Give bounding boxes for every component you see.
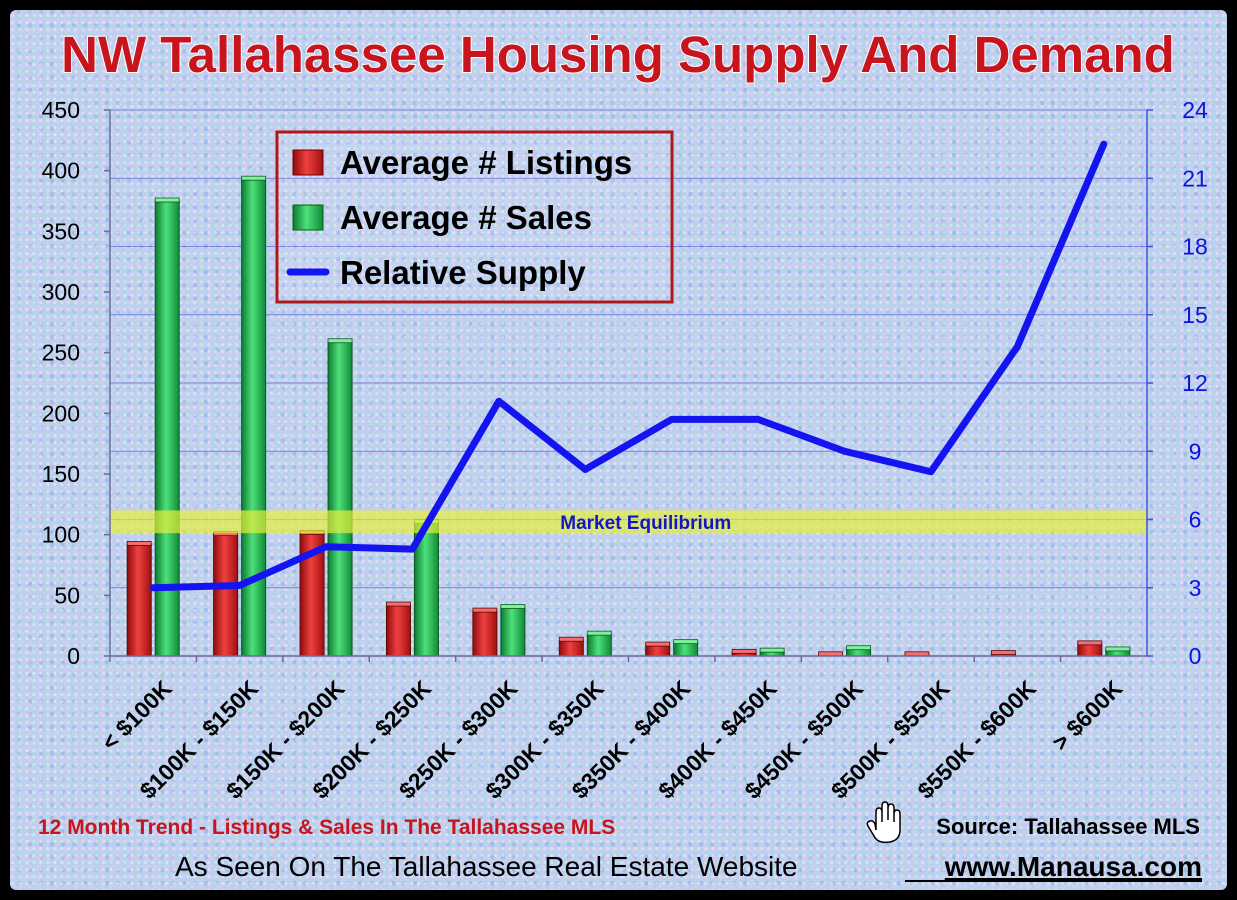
right-axis-tick-label: 18 [1182,234,1208,260]
listings-bar [1077,643,1103,657]
listings-bar [385,604,411,657]
listings-bar [213,534,239,657]
listings-bar-top [904,651,930,657]
listings-bar-top [1077,640,1103,646]
bars-group [126,175,1131,657]
legend-label-listings: Average # Listings [340,144,632,181]
chart-title: NW Tallahassee Housing Supply And Demand [61,26,1175,83]
left-axis-tick-label: 250 [42,340,80,366]
listings-bar-top [990,650,1016,655]
legend-label-sales: Average # Sales [340,199,592,236]
left-axis-tick-label: 150 [42,461,80,487]
relative-supply-point [928,469,933,474]
listings-bar-top [126,540,152,546]
sales-bar [586,633,612,657]
grid-lines [110,109,1147,589]
relative-supply-point [1015,344,1020,349]
relative-supply-point [151,585,156,590]
left-axis-tick-label: 350 [42,218,80,244]
relative-supply-point [237,583,242,588]
right-axis-tick-label: 3 [1189,575,1202,601]
sales-bar-top [846,645,871,651]
sales-bar-top [241,175,267,181]
sales-bar-top [759,647,785,653]
left-axis-tick-label: 0 [67,643,80,669]
right-axis-tick-label: 12 [1182,370,1208,396]
relative-supply-point [410,547,415,552]
legend-swatch-sales [292,204,324,231]
relative-supply-point [756,417,761,422]
listings-bar-top [386,601,411,607]
sales-bar [500,606,526,657]
equilibrium-band [110,510,1147,534]
left-axis-tick-label: 50 [54,582,80,608]
sales-bar-top [327,338,353,344]
relative-supply-point [842,449,847,454]
supply-line-group [149,140,1108,592]
listings-bar [558,639,584,657]
listings-bar-top [645,641,671,647]
sales-bar-top [154,197,180,203]
sales-bar [673,642,699,657]
relative-supply-point [496,399,501,404]
right-axis-tick-label: 24 [1182,97,1208,123]
left-axis-tick-label: 300 [42,279,80,305]
equilibrium-band-group: Market Equilibrium [110,510,1147,534]
left-axis-tick-label: 200 [42,400,80,426]
footer-seen-on-text: As Seen On The Tallahassee Real Estate W… [175,851,798,882]
x-axis-category-label: < $100K [96,675,177,756]
relative-supply-point [1101,142,1106,147]
listings-bar [472,610,498,657]
relative-supply-point [669,417,674,422]
listings-bar-top [558,636,584,642]
sales-bar [327,341,353,657]
legend: Average # Listings Average # Sales Relat… [275,130,674,304]
relative-supply-point [583,467,588,472]
equilibrium-label: Market Equilibrium [560,513,731,534]
footer-source-text: Source: Tallahassee MLS [936,814,1200,839]
legend-box [275,130,674,304]
sales-bar-top [1105,646,1131,652]
right-axis-tick-label: 21 [1182,165,1208,191]
right-axis-tick-label: 0 [1189,643,1202,669]
sales-bar-top [500,604,526,609]
footer-trend-text: 12 Month Trend - Listings & Sales In The… [38,816,615,839]
right-axis-tick-label: 9 [1189,438,1202,464]
right-axis-tick-label: 6 [1189,507,1202,533]
hand-icon [866,801,901,844]
listings-bar [126,543,152,657]
legend-label-supply: Relative Supply [340,254,586,291]
right-axis-tick-label: 15 [1182,302,1208,328]
listings-bar-top [818,651,843,657]
listings-bar-top [731,648,757,654]
footer-website-link[interactable]: www.Manausa.com [944,851,1202,882]
left-axis-tick-label: 100 [42,522,80,548]
legend-swatch-listings [292,149,324,176]
relative-supply-point [324,544,329,549]
left-axis-tick-label: 450 [42,97,80,123]
sales-bar-top [586,630,612,636]
left-axis-tick-label: 400 [42,158,80,184]
relative-supply-line [149,140,1108,592]
listings-bar-top [472,607,498,613]
sales-bar-top [673,639,699,645]
listings-bar [645,644,671,657]
x-axis-category-label: > $600K [1047,675,1128,756]
sales-bar [154,200,180,657]
